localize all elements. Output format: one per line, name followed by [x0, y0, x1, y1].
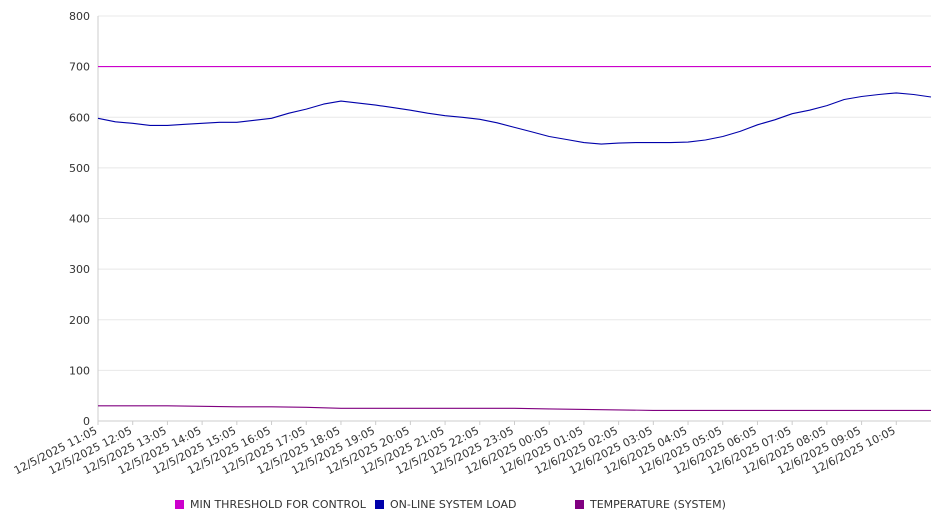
legend-swatch-temperature — [575, 500, 584, 509]
y-tick-label: 400 — [69, 213, 90, 226]
y-axis-ticks: 0 100 200 300 400 500 600 700 800 — [69, 10, 90, 428]
y-tick-label: 600 — [69, 111, 90, 124]
y-tick-label: 700 — [69, 61, 90, 74]
y-tick-label: 300 — [69, 263, 90, 276]
legend-item-temperature[interactable]: TEMPERATURE (SYSTEM) — [575, 498, 726, 511]
y-tick-label: 800 — [69, 10, 90, 23]
legend-label-min-threshold: MIN THRESHOLD FOR CONTROL — [190, 498, 366, 511]
legend-label-temperature: TEMPERATURE (SYSTEM) — [590, 498, 726, 511]
y-tick-label: 500 — [69, 162, 90, 175]
series-line-1 — [97, 92, 932, 145]
legend-item-min-threshold[interactable]: MIN THRESHOLD FOR CONTROL — [175, 498, 366, 511]
legend-swatch-min-threshold — [175, 500, 184, 509]
legend-label-system-load: ON-LINE SYSTEM LOAD — [390, 498, 517, 511]
y-tick-label: 0 — [83, 415, 90, 428]
legend: MIN THRESHOLD FOR CONTROL ON-LINE SYSTEM… — [0, 498, 946, 514]
series-line-2 — [98, 405, 931, 411]
legend-item-system-load[interactable]: ON-LINE SYSTEM LOAD — [375, 498, 516, 511]
grid-lines — [98, 15, 931, 422]
y-tick-label: 200 — [69, 314, 90, 327]
series-layer — [97, 66, 932, 411]
y-tick-label: 100 — [69, 364, 90, 377]
legend-swatch-system-load — [375, 500, 384, 509]
